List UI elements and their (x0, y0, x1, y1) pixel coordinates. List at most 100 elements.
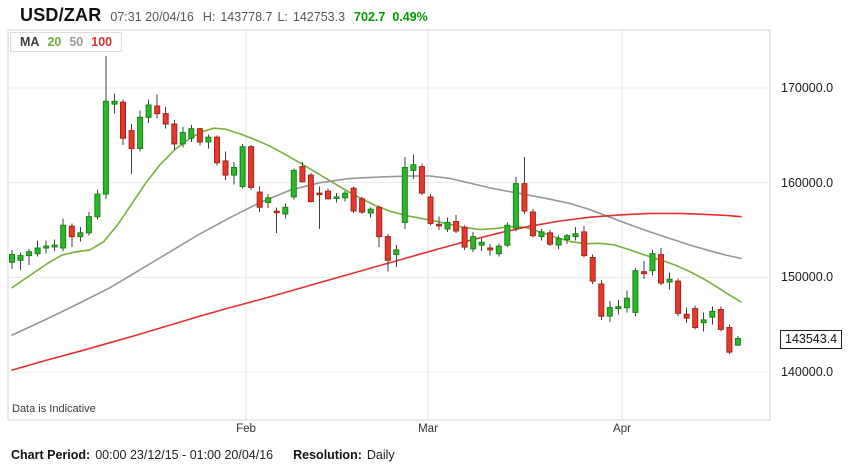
candle-up (43, 245, 50, 249)
candle-down (376, 206, 383, 238)
resolution-value: Daily (366, 448, 395, 462)
candle-down (589, 257, 596, 282)
candle-down (307, 174, 314, 203)
candle-up (623, 297, 630, 309)
candle-down (529, 211, 536, 237)
ma-legend: MA 20 50 100 (10, 32, 123, 52)
y-axis-tick-140000: 140000.0 (781, 365, 834, 379)
ma-legend-label: MA (20, 35, 40, 49)
x-axis-tick-apr: Apr (613, 423, 631, 435)
candle-down (256, 191, 263, 208)
footer-spacer (278, 448, 288, 462)
candle-up (9, 254, 15, 263)
candle-down (162, 113, 169, 125)
candle-down (427, 196, 434, 224)
change-value: 702.7 (354, 10, 386, 24)
candle-up (94, 193, 101, 218)
chart-period-value: 00:00 23/12/15 - 01:00 20/04/16 (95, 448, 274, 462)
candle-up (470, 236, 477, 250)
y-axis-tick-170000: 170000.0 (781, 81, 834, 95)
candle-up (504, 224, 511, 246)
candle-up (444, 221, 451, 230)
y-axis-tick-160000: 160000.0 (781, 176, 834, 190)
candle-up (572, 233, 579, 238)
candle-down (196, 128, 203, 143)
chart-period-label: Chart Period: (11, 448, 91, 462)
candle-up (265, 197, 272, 204)
candle-up (401, 167, 408, 223)
candle-down (316, 192, 323, 196)
candle-up (145, 104, 152, 118)
candle-up (538, 231, 545, 238)
candle-down (581, 231, 588, 257)
candle-up (85, 216, 92, 234)
candle-down (453, 221, 460, 232)
ma20-line (11, 127, 742, 303)
candle-up (282, 206, 289, 215)
candle-down (675, 280, 682, 314)
gridlines (8, 30, 770, 420)
candle-up (649, 253, 656, 272)
candle-up (342, 192, 349, 199)
candle-down (222, 160, 229, 176)
candle-up (615, 306, 622, 310)
candle-down (120, 101, 126, 139)
candle-up (478, 241, 485, 246)
candle-down (171, 123, 178, 145)
low-value: 142753.3 (292, 10, 346, 24)
quote-header: USD/ZAR 07:31 20/04/16 H: 143778.7 L: 14… (20, 5, 428, 26)
candle-down (128, 130, 135, 150)
candle-down (521, 183, 528, 212)
candle-up (111, 100, 118, 105)
candle-up (290, 169, 297, 198)
candle-down (325, 190, 331, 200)
last-price-callout: 143543.4 (780, 330, 843, 349)
plot-border (7, 29, 771, 421)
candle-up (102, 100, 109, 195)
candle-up (239, 146, 246, 187)
candle-down (658, 254, 664, 284)
candle-up (734, 338, 741, 346)
candle-down (726, 327, 733, 353)
ma50-line (11, 175, 742, 336)
candle-up (137, 116, 144, 150)
ma100-legend-item: 100 (91, 35, 113, 49)
candle-down (717, 309, 724, 330)
quote-timestamp: 07:31 20/04/16 (110, 10, 194, 24)
candle-up (393, 249, 400, 256)
resolution-label: Resolution: (293, 448, 362, 462)
chart-period-footer: Chart Period: 00:00 23/12/15 - 01:00 20/… (11, 448, 395, 462)
candle-up (231, 167, 237, 176)
candle-down (273, 210, 280, 214)
candle-up (51, 244, 58, 248)
symbol-title: USD/ZAR (20, 5, 102, 25)
high-value: 143778.7 (220, 10, 273, 24)
candle-down (418, 166, 425, 194)
candle-up (367, 208, 374, 214)
candle-up (17, 255, 24, 261)
candle-down (598, 283, 605, 317)
candle-up (205, 136, 212, 143)
candle-up (34, 247, 41, 255)
candle-up (512, 183, 519, 229)
high-low-readout: H: 143778.7 L: 142753.3 (203, 10, 345, 24)
candle-up (77, 232, 84, 238)
low-label: L: (277, 10, 288, 24)
ma100-line (11, 212, 742, 371)
candle-up (606, 307, 613, 317)
candle-down (359, 198, 366, 213)
candle-down (384, 236, 391, 261)
candle-up (709, 310, 716, 318)
ma50-legend-item: 50 (69, 35, 84, 49)
candle-up (564, 235, 571, 240)
candle-down (214, 136, 220, 164)
candle-down (641, 271, 647, 275)
candle-down (154, 105, 161, 115)
change-readout: 702.7 0.49% (354, 10, 428, 24)
candle-down (683, 313, 690, 319)
candle-up (333, 196, 340, 199)
candle-down (248, 146, 255, 188)
candle-up (666, 278, 673, 283)
